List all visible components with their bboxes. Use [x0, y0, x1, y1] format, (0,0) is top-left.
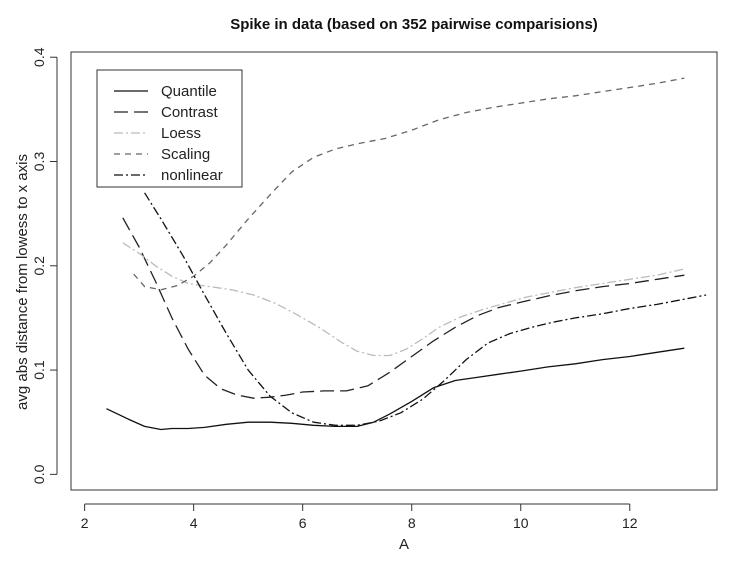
series-line-nonlinear — [144, 192, 707, 426]
x-axis: 2 4 6 8 10 12 — [81, 503, 638, 531]
y-axis-label: avg abs distance from lowess to x axis — [14, 154, 31, 410]
legend-label: Contrast — [161, 104, 219, 121]
x-tick-label: 2 — [81, 515, 89, 531]
y-tick-label: 0.4 — [31, 47, 47, 67]
x-tick-label: 12 — [622, 515, 638, 531]
legend-label: nonlinear — [161, 167, 223, 184]
x-tick-label: 4 — [190, 515, 198, 531]
x-axis-label: A — [399, 536, 409, 553]
series-layer — [106, 77, 707, 431]
plot-frame — [70, 51, 718, 491]
series-line-scaling — [133, 77, 685, 291]
x-tick-label: 8 — [408, 515, 416, 531]
legend-box — [96, 69, 243, 188]
plot-border — [70, 51, 718, 491]
legend: Quantile Contrast Loess Scaling nonlinear — [96, 69, 243, 188]
legend-label: Loess — [161, 125, 201, 142]
y-tick-label: 0.2 — [31, 256, 47, 276]
legend-label: Scaling — [161, 146, 210, 163]
x-tick-label: 10 — [513, 515, 529, 531]
y-axis: 0.0 0.1 0.2 0.3 0.4 — [31, 47, 58, 484]
series-line-contrast — [122, 217, 685, 399]
y-tick-label: 0.3 — [31, 152, 47, 172]
chart-title: Spike in data (based on 352 pairwise com… — [230, 16, 598, 33]
y-tick-label: 0.0 — [31, 464, 47, 484]
legend-label: Quantile — [161, 83, 217, 100]
x-tick-label: 6 — [299, 515, 307, 531]
y-tick-label: 0.1 — [31, 360, 47, 380]
series-line-quantile — [106, 347, 685, 431]
